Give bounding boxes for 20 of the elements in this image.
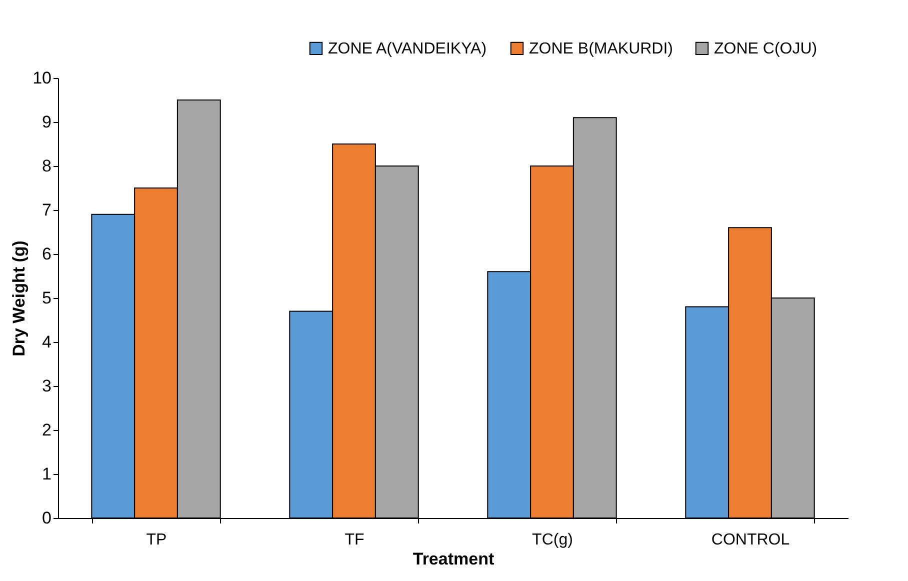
x-tick-label: TC(g) bbox=[532, 532, 573, 548]
x-axis-title: Treatment bbox=[412, 550, 494, 568]
legend-label: ZONE A(VANDEIKYA) bbox=[328, 40, 487, 58]
y-tick-label: 8 bbox=[42, 156, 52, 176]
x-tick-label: TF bbox=[344, 532, 365, 548]
y-tick-label: 1 bbox=[42, 464, 52, 484]
x-tick-label: TP bbox=[146, 532, 167, 548]
y-tick-label: 9 bbox=[42, 112, 52, 132]
y-tick-label: 10 bbox=[32, 68, 52, 88]
y-tick-label: 0 bbox=[42, 508, 52, 528]
y-tick-label: 5 bbox=[42, 288, 52, 308]
y-tick-label: 7 bbox=[42, 200, 52, 220]
y-tick-label: 4 bbox=[42, 332, 52, 352]
y-axis-title: Dry Weight (g) bbox=[10, 240, 29, 356]
y-tick-label: 3 bbox=[42, 376, 52, 396]
y-tick-label: 2 bbox=[42, 420, 52, 440]
legend-label: ZONE C(OJU) bbox=[714, 40, 818, 58]
x-tick-label: CONTROL bbox=[711, 532, 790, 548]
legend-label: ZONE B(MAKURDI) bbox=[529, 40, 673, 58]
y-tick-label: 6 bbox=[42, 244, 52, 264]
